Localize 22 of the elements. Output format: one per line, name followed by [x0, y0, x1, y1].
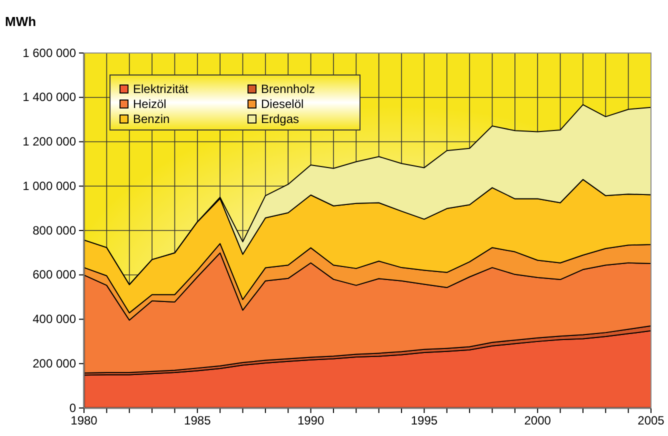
- legend-label: Brennholz: [261, 82, 316, 96]
- x-tick-label: 1990: [297, 414, 324, 428]
- x-tick-label: 1995: [410, 414, 438, 428]
- x-tick-label: 1980: [70, 414, 98, 428]
- y-tick-label: 400 000: [32, 312, 76, 326]
- x-tick-label: 1985: [184, 414, 212, 428]
- y-tick-label: 0: [69, 400, 76, 415]
- legend-label: Erdgas: [261, 112, 300, 126]
- y-axis-title: MWh: [5, 14, 36, 29]
- legend-label: Dieselöl: [261, 97, 304, 111]
- y-tick-label: 1 200 000: [22, 134, 76, 149]
- y-tick-label: 600 000: [32, 268, 76, 282]
- legend-label: Benzin: [133, 112, 170, 126]
- y-tick-label: 1 400 000: [22, 90, 76, 104]
- legend-label: Elektrizität: [133, 82, 190, 96]
- x-tick-label: 2005: [638, 414, 665, 428]
- y-tick-label: 1 000 000: [22, 178, 76, 193]
- y-tick-label: 800 000: [32, 223, 76, 238]
- legend-label: Heizöl: [133, 97, 166, 111]
- y-tick-label: 1 600 000: [22, 46, 76, 60]
- y-tick-label: 200 000: [32, 356, 76, 370]
- x-tick-label: 2000: [524, 414, 552, 428]
